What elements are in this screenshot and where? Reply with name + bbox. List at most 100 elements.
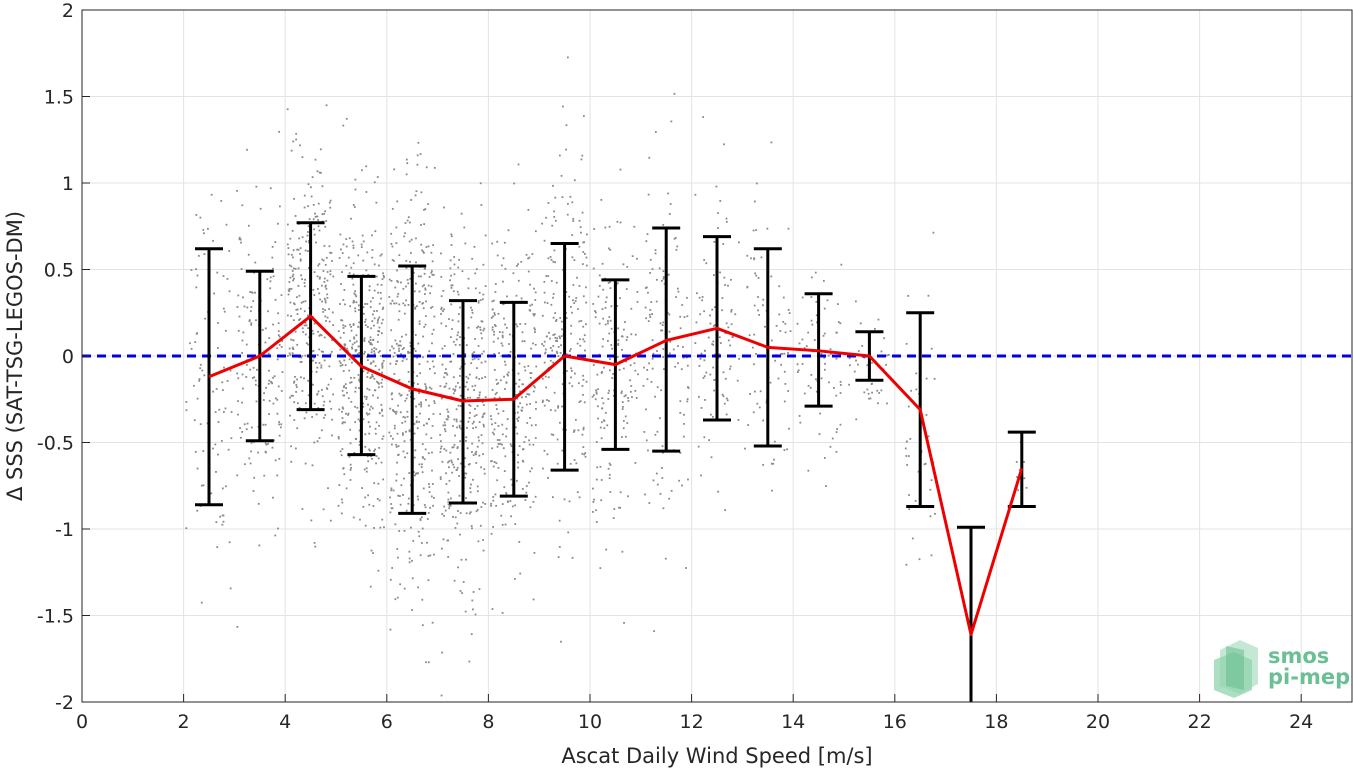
- scatter-point: [871, 391, 873, 394]
- scatter-point: [396, 548, 399, 550]
- scatter-point: [449, 360, 452, 363]
- scatter-point: [439, 478, 442, 480]
- scatter-point: [376, 319, 379, 322]
- scatter-point: [505, 381, 508, 384]
- scatter-point: [558, 335, 561, 338]
- scatter-point: [770, 141, 773, 144]
- scatter-point: [347, 256, 350, 259]
- scatter-point: [381, 371, 384, 374]
- scatter-point: [582, 241, 585, 244]
- scatter-point: [427, 511, 430, 514]
- scatter-point: [310, 195, 313, 198]
- scatter-point: [471, 257, 474, 260]
- scatter-point: [309, 186, 312, 189]
- scatter-point: [369, 362, 372, 365]
- scatter-point: [574, 418, 577, 421]
- scatter-point: [816, 321, 818, 324]
- scatter-point: [905, 342, 908, 345]
- scatter-point: [362, 402, 365, 405]
- scatter-point: [571, 311, 573, 314]
- scatter-point: [332, 275, 335, 278]
- scatter-point: [459, 420, 462, 423]
- scatter-point: [408, 550, 411, 553]
- scatter-point: [440, 295, 443, 298]
- scatter-point: [482, 549, 485, 552]
- scatter-point: [612, 517, 615, 519]
- scatter-point: [477, 358, 480, 361]
- scatter-point: [466, 396, 469, 399]
- scatter-point: [656, 483, 659, 486]
- scatter-point: [556, 340, 559, 342]
- scatter-point: [381, 318, 384, 321]
- scatter-point: [591, 487, 594, 490]
- scatter-point: [521, 409, 523, 412]
- scatter-point: [533, 287, 535, 290]
- scatter-point: [568, 500, 571, 503]
- scatter-point: [217, 322, 219, 324]
- scatter-point: [409, 277, 412, 280]
- scatter-point: [836, 303, 839, 306]
- scatter-point: [278, 344, 281, 346]
- scatter-point: [533, 327, 536, 330]
- scatter-point: [557, 345, 560, 348]
- scatter-point: [237, 294, 240, 297]
- scatter-point: [553, 210, 555, 213]
- scatter-point: [491, 300, 494, 303]
- scatter-point: [378, 302, 381, 305]
- scatter-point: [571, 556, 574, 559]
- scatter-point: [380, 403, 383, 406]
- scatter-point: [656, 430, 659, 433]
- scatter-point: [669, 203, 672, 205]
- scatter-point: [222, 411, 225, 413]
- scatter-point: [621, 408, 624, 410]
- scatter-point: [714, 324, 716, 326]
- scatter-point: [907, 455, 910, 457]
- scatter-point: [265, 451, 267, 454]
- scatter-point: [687, 386, 689, 388]
- scatter-point: [810, 319, 813, 322]
- scatter-point: [629, 364, 632, 367]
- scatter-point: [402, 357, 405, 360]
- scatter-point: [663, 368, 665, 371]
- scatter-point: [228, 250, 231, 252]
- scatter-point: [379, 254, 382, 257]
- scatter-point: [265, 386, 267, 389]
- scatter-point: [710, 456, 713, 459]
- scatter-point: [525, 491, 528, 494]
- scatter-point: [393, 302, 396, 305]
- scatter-point: [427, 284, 430, 287]
- scatter-point: [481, 377, 483, 380]
- scatter-point: [406, 162, 409, 165]
- scatter-point: [311, 329, 314, 332]
- scatter-point: [342, 421, 345, 424]
- scatter-point: [416, 163, 419, 166]
- scatter-point: [420, 191, 423, 194]
- scatter-point: [310, 519, 313, 522]
- scatter-point: [289, 276, 292, 279]
- scatter-point: [465, 344, 468, 347]
- scatter-point: [737, 241, 740, 244]
- scatter-point: [395, 242, 398, 245]
- scatter-point: [389, 349, 391, 352]
- scatter-point: [422, 356, 424, 359]
- scatter-point: [317, 330, 320, 333]
- scatter-point: [580, 158, 583, 161]
- scatter-point: [715, 185, 718, 188]
- scatter-point: [247, 224, 250, 227]
- scatter-point: [252, 490, 255, 492]
- scatter-point: [298, 406, 301, 409]
- scatter-point: [644, 306, 647, 309]
- scatter-point: [197, 254, 200, 257]
- scatter-point: [451, 319, 454, 322]
- scatter-point: [364, 433, 367, 436]
- scatter-point: [307, 250, 309, 252]
- scatter-point: [405, 299, 407, 302]
- scatter-point: [399, 344, 402, 347]
- scatter-point: [343, 289, 346, 291]
- scatter-point: [406, 410, 409, 413]
- scatter-point: [368, 289, 371, 292]
- scatter-point: [575, 462, 578, 465]
- scatter-point: [296, 308, 299, 311]
- scatter-point: [467, 377, 470, 380]
